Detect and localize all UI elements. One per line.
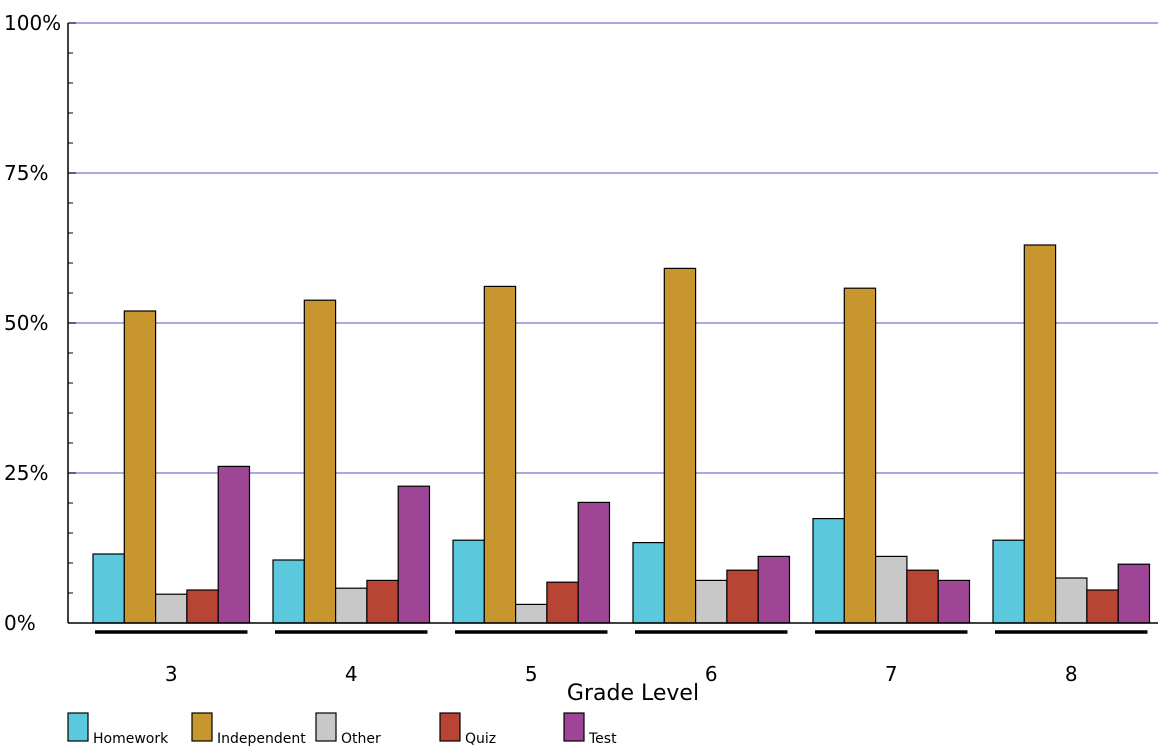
y-axis: 0% 25% 50% 75% 100% (4, 11, 76, 635)
legend-label-homework: Homework (93, 731, 169, 746)
legend-label-quiz: Quiz (465, 731, 496, 746)
legend-swatch-independent (191, 712, 213, 742)
bar-quiz-grade-3 (186, 589, 219, 624)
bar-homework-grade-4 (272, 559, 305, 624)
bar-independent-grade-8 (1023, 244, 1057, 624)
y-tick-label: 75% (4, 161, 48, 185)
x-axis: 3 4 5 6 7 8 (68, 622, 1158, 686)
bar-independent-grade-3 (123, 310, 157, 624)
bars (92, 244, 1151, 624)
bar-test-grade-8 (1117, 563, 1151, 624)
bar-other-grade-4 (335, 587, 368, 624)
bar-other-grade-5 (514, 603, 548, 624)
bar-homework-grade-6 (632, 541, 665, 624)
legend-swatch-test (563, 712, 585, 742)
bar-other-grade-8 (1054, 577, 1088, 624)
x-tick-label: 8 (1065, 662, 1078, 686)
legend-label-test: Test (588, 731, 617, 746)
bar-homework-grade-3 (92, 553, 125, 624)
x-tick-label: 3 (165, 662, 178, 686)
bar-quiz-grade-7 (906, 569, 939, 624)
x-tick-label: 7 (885, 662, 898, 686)
legend-label-independent: Independent (217, 731, 306, 746)
bar-homework-grade-5 (452, 539, 485, 624)
x-tick-label: 5 (525, 662, 538, 686)
legend-label-other: Other (341, 731, 381, 746)
bar-quiz-grade-5 (546, 581, 579, 624)
y-tick-label: 100% (4, 11, 61, 35)
y-tick-label: 25% (4, 461, 48, 485)
bar-other-grade-3 (155, 593, 188, 624)
legend: Homework Independent Other Quiz Test (67, 712, 617, 746)
legend-swatch-homework (67, 712, 89, 742)
bar-quiz-grade-6 (726, 569, 759, 624)
bar-test-grade-6 (757, 555, 791, 624)
x-axis-label: Grade Level (567, 681, 699, 706)
bar-homework-grade-7 (812, 517, 845, 624)
x-tick-label: 6 (705, 662, 718, 686)
bar-test-grade-4 (397, 485, 431, 624)
bar-independent-grade-5 (483, 285, 517, 624)
legend-swatch-other (315, 712, 337, 742)
bar-independent-grade-6 (663, 267, 697, 624)
bar-independent-grade-4 (303, 299, 337, 624)
bar-quiz-grade-4 (366, 579, 399, 624)
bar-other-grade-6 (694, 579, 728, 624)
bar-quiz-grade-8 (1086, 589, 1119, 624)
bar-homework-grade-8 (992, 539, 1025, 624)
y-tick-label: 50% (4, 311, 48, 335)
bar-test-grade-7 (937, 579, 971, 624)
y-tick-label: 0% (4, 611, 36, 635)
bar-other-grade-7 (874, 555, 908, 624)
gridlines (68, 22, 1158, 474)
bar-independent-grade-7 (843, 287, 877, 624)
bar-test-grade-5 (577, 501, 611, 624)
legend-swatch-quiz (439, 712, 461, 742)
x-tick-label: 4 (345, 662, 358, 686)
bar-test-grade-3 (217, 465, 251, 624)
